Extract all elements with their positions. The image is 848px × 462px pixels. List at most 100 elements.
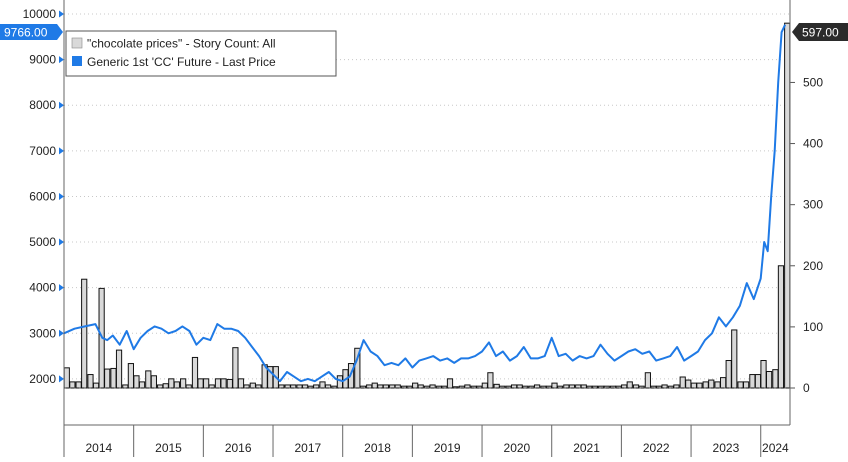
story-count-bar — [626, 381, 633, 389]
right-tick-label-500: 500 — [803, 75, 823, 89]
story-count-bar — [110, 367, 117, 389]
left-tick-label-7000: 7000 — [29, 144, 56, 158]
left-tick-marker-2000 — [59, 375, 64, 383]
story-count-bar — [324, 384, 332, 389]
story-count-bar — [743, 381, 750, 389]
left-tick-label-5000: 5000 — [29, 235, 56, 249]
story-count-bar — [708, 379, 715, 389]
left-tick-marker-3000 — [59, 329, 64, 337]
story-count-bar — [551, 382, 558, 389]
story-count-bar — [638, 385, 645, 389]
left-tick-marker-10000 — [59, 10, 64, 18]
x-tick-label-2016: 2016 — [225, 441, 252, 455]
story-count-bar — [394, 384, 401, 389]
line-layer — [63, 24, 787, 383]
x-tick-label-2019: 2019 — [434, 441, 461, 455]
story-count-bar — [63, 367, 70, 389]
last-price-badge-text: 9766.00 — [4, 26, 48, 40]
story-count-bar — [481, 382, 488, 389]
story-count-bar — [737, 381, 744, 389]
left-tick-marker-4000 — [59, 284, 64, 292]
left-tick-marker-8000 — [59, 101, 64, 109]
right-tick-label-400: 400 — [803, 137, 823, 151]
last-count-badge: 597.00 — [792, 23, 848, 41]
story-count-bar — [354, 347, 361, 389]
story-count-bar — [145, 370, 152, 389]
x-tick-label-2024: 2024 — [762, 441, 789, 455]
story-count-bar — [162, 383, 169, 389]
last-count-badge-text: 597.00 — [802, 26, 839, 40]
story-count-bar — [278, 384, 285, 389]
story-count-bar — [429, 384, 436, 389]
story-count-bar — [214, 378, 222, 389]
left-tick-label-10000: 10000 — [23, 7, 57, 21]
story-count-bar — [749, 374, 756, 389]
story-count-bar — [731, 329, 738, 389]
story-count-bar — [644, 372, 651, 389]
left-tick-marker-7000 — [59, 147, 64, 155]
story-count-bar — [319, 381, 326, 389]
left-tick-label-6000: 6000 — [29, 189, 56, 203]
left-tick-label-2000: 2000 — [29, 372, 56, 386]
story-count-bar — [499, 385, 506, 389]
story-count-bar — [220, 378, 227, 389]
story-count-bar — [679, 376, 686, 389]
story-count-bar — [714, 381, 721, 389]
x-tick-label-2020: 2020 — [504, 441, 531, 455]
story-count-bar — [359, 385, 367, 389]
story-count-bar — [208, 384, 215, 389]
story-count-bar — [765, 371, 773, 389]
story-count-bar — [754, 374, 762, 389]
story-count-bar — [446, 378, 454, 389]
story-count-bar — [673, 384, 680, 389]
left-tick-label-9000: 9000 — [29, 53, 56, 67]
story-count-bar — [243, 384, 250, 389]
x-tick-label-2023: 2023 — [713, 441, 740, 455]
story-count-bar — [226, 378, 233, 389]
story-count-bar — [69, 381, 76, 389]
story-count-bar — [115, 349, 123, 389]
left-tick-label-3000: 3000 — [29, 326, 56, 340]
story-count-bar — [232, 347, 239, 389]
story-count-bar — [696, 382, 703, 389]
story-count-bar — [720, 377, 727, 389]
right-tick-label-100: 100 — [803, 320, 823, 334]
story-count-bar — [92, 382, 100, 389]
story-count-bar — [168, 378, 175, 389]
left-tick-marker-9000 — [59, 56, 64, 64]
story-count-bar — [313, 384, 320, 389]
story-count-bar — [290, 384, 297, 389]
story-count-bar — [487, 372, 494, 389]
right-tick-label-200: 200 — [803, 259, 823, 273]
legend-label-cocoa-future: Generic 1st 'CC' Future - Last Price — [87, 55, 276, 69]
axis-layer: 2000 3000 4000 5000 6000 7000 8000 9000 10000 0 10… — [23, 0, 823, 457]
story-count-bar — [533, 384, 541, 389]
x-tick-label-2021: 2021 — [573, 441, 600, 455]
story-count-bar — [249, 382, 256, 389]
story-count-bar — [777, 265, 785, 389]
story-count-bar — [138, 381, 146, 389]
left-tick-marker-6000 — [59, 192, 64, 200]
story-count-bar — [237, 378, 245, 389]
left-tick-label-8000: 8000 — [29, 98, 56, 112]
story-count-bar — [173, 381, 180, 389]
x-tick-label-2017: 2017 — [295, 441, 322, 455]
right-tick-label-0: 0 — [803, 381, 810, 395]
story-count-bar — [784, 22, 791, 389]
legend-label-stories: "chocolate prices" - Story Count: All — [87, 37, 276, 51]
legend: "chocolate prices" - Story Count: All Ge… — [65, 30, 337, 77]
story-count-bar — [127, 363, 134, 389]
story-count-bar — [197, 378, 204, 389]
story-count-bar — [203, 378, 210, 389]
story-count-bar — [371, 382, 378, 389]
x-tick-label-2022: 2022 — [643, 441, 670, 455]
story-count-bar — [690, 382, 697, 389]
story-count-bar — [180, 378, 187, 389]
legend-box — [65, 30, 337, 77]
left-tick-marker-5000 — [59, 238, 64, 246]
story-count-bar — [685, 379, 692, 389]
story-count-bar — [702, 381, 709, 389]
story-count-bar — [568, 384, 576, 389]
